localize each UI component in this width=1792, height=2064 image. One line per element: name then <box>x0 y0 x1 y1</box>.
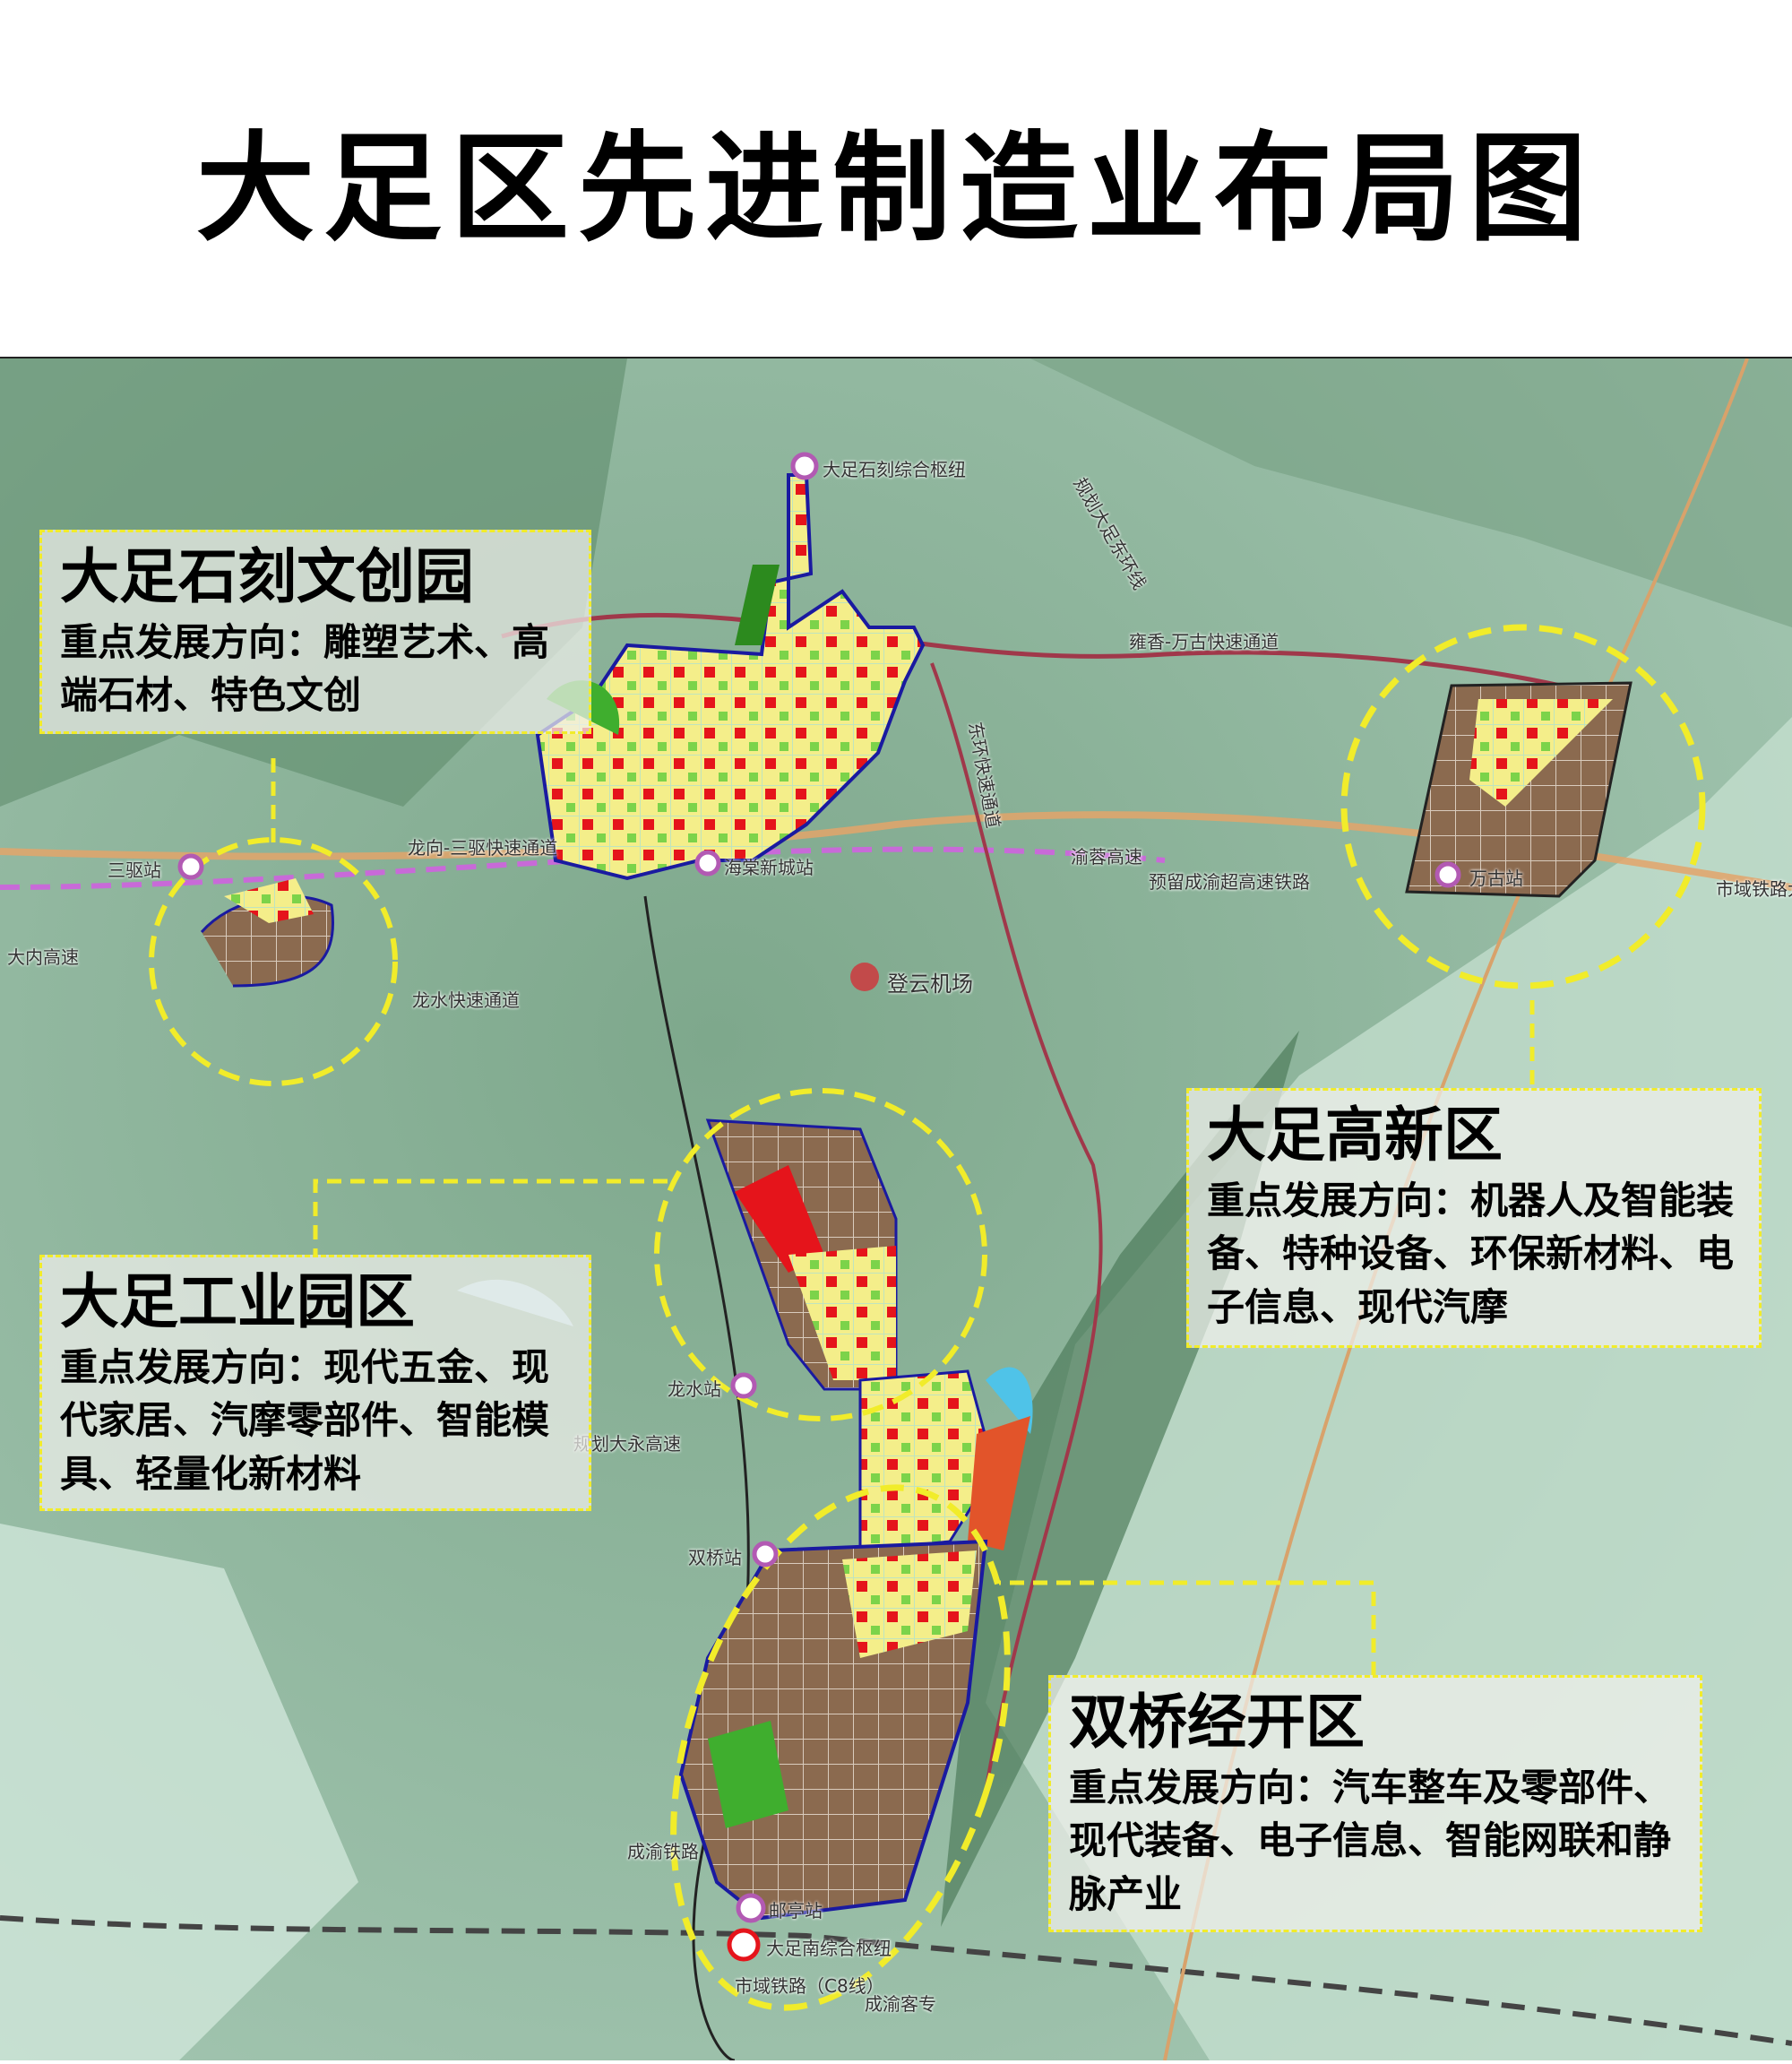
zone-name: 双桥经开区 <box>1069 1688 1365 1757</box>
label-chengyu-railway: 成渝铁路 <box>627 1841 699 1862</box>
label-chengyu-pdl: 成渝客专 <box>865 1993 936 2015</box>
label-hub-south: 大足南综合枢纽 <box>766 1938 892 1959</box>
shuangqiao-highlight-ellipse <box>670 1484 1011 2011</box>
label-road-danei: 大内高速 <box>7 946 79 968</box>
shike-highlight-circle <box>149 837 398 1086</box>
label-road-longshui-exp: 龙水快速通道 <box>412 989 520 1011</box>
commercial-block <box>968 1416 1030 1550</box>
airport-icon <box>850 963 879 991</box>
station-marker <box>736 1893 766 1923</box>
zone-card-industrial: 大足工业园区 重点发展方向：现代五金、现代家居、汽摩零部件、智能模具、轻量化新材… <box>39 1255 591 1511</box>
label-city-rail-c8: 市域铁路（C8线） <box>735 1975 884 1997</box>
green-space <box>708 1721 788 1828</box>
gaoxin-highlight-circle <box>1340 624 1706 989</box>
label-station-youting: 邮亭站 <box>769 1900 823 1922</box>
label-station-sanqu: 三驱站 <box>108 859 161 881</box>
label-city-rail-east: 市域铁路大 <box>1716 878 1792 900</box>
shuangqiao-mixed <box>842 1550 977 1658</box>
label-road-dayong: 规划大永高速 <box>573 1433 681 1455</box>
hub-marker <box>727 1928 761 1962</box>
zone-name: 大足工业园区 <box>60 1267 415 1336</box>
mountain-area <box>1030 358 1792 627</box>
gaoxin-mixed <box>1469 699 1613 807</box>
station-marker <box>1434 861 1461 888</box>
zone-card-shuangqiao: 双桥经开区 重点发展方向：汽车整车及零部件、现代装备、电子信息、智能网联和静脉产… <box>1048 1675 1702 1932</box>
label-station-shuangqiao: 双桥站 <box>688 1547 742 1568</box>
map-title: 大足区先进制造业布局图 <box>196 119 1596 258</box>
label-hub-north: 大足石刻综合枢纽 <box>823 459 966 480</box>
zone-card-shike: 大足石刻文创园 重点发展方向：雕塑艺术、高端石材、特色文创 <box>39 530 591 734</box>
label-road-yurong: 渝蓉高速 <box>1071 846 1142 868</box>
label-road-yongwangu: 雍香-万古快速通道 <box>1129 631 1279 652</box>
label-station-haitang: 海棠新城站 <box>724 857 814 878</box>
title-band: 大足区先进制造业布局图 <box>0 0 1792 359</box>
industrial-highlight-circle <box>654 1088 987 1421</box>
zone-name: 大足高新区 <box>1207 1101 1503 1170</box>
label-station-longshui: 龙水站 <box>668 1378 721 1400</box>
zone-direction: 重点发展方向：雕塑艺术、高端石材、特色文创 <box>60 619 550 718</box>
industrial-park-mixed <box>788 1246 896 1380</box>
zone-direction: 重点发展方向：现代五金、现代家居、汽摩零部件、智能模具、轻量化新材料 <box>60 1344 550 1496</box>
sanqu-mixed <box>224 878 314 923</box>
station-marker <box>694 850 721 877</box>
station-marker <box>752 1541 779 1567</box>
label-airport: 登云机场 <box>887 972 973 997</box>
connector-arrow <box>999 1580 1376 1676</box>
map-canvas[interactable]: 大足石刻综合枢纽 海棠新城站 登云机场 三驱站 万古站 龙水站 双桥站 邮亭站 … <box>0 358 1792 2062</box>
connector-arrow <box>313 1179 668 1255</box>
label-road-longxiang: 龙向-三驱快速通道 <box>408 837 558 859</box>
zone-card-gaoxin: 大足高新区 重点发展方向：机器人及智能装备、特种设备、环保新材料、电子信息、现代… <box>1186 1088 1762 1348</box>
label-station-wangu: 万古站 <box>1469 868 1523 889</box>
lake <box>986 1367 1033 1434</box>
commercial-block <box>735 1165 824 1273</box>
chengyu-railway <box>0 1915 1792 2046</box>
zone-direction: 重点发展方向：汽车整车及零部件、现代装备、电子信息、智能网联和静脉产业 <box>1069 1765 1672 1916</box>
express-road <box>501 612 1614 702</box>
station-marker <box>177 853 204 880</box>
sanqu-area <box>200 894 334 988</box>
hub-marker <box>790 452 819 480</box>
ring-road <box>930 662 1103 1793</box>
station-marker <box>730 1372 757 1399</box>
green-space <box>735 565 780 645</box>
zone-direction: 重点发展方向：机器人及智能装备、特种设备、环保新材料、电子信息、现代汽摩 <box>1207 1178 1735 1329</box>
zone-name: 大足石刻文创园 <box>60 542 474 611</box>
label-reserved-rail: 预留成渝超高速铁路 <box>1149 871 1310 893</box>
